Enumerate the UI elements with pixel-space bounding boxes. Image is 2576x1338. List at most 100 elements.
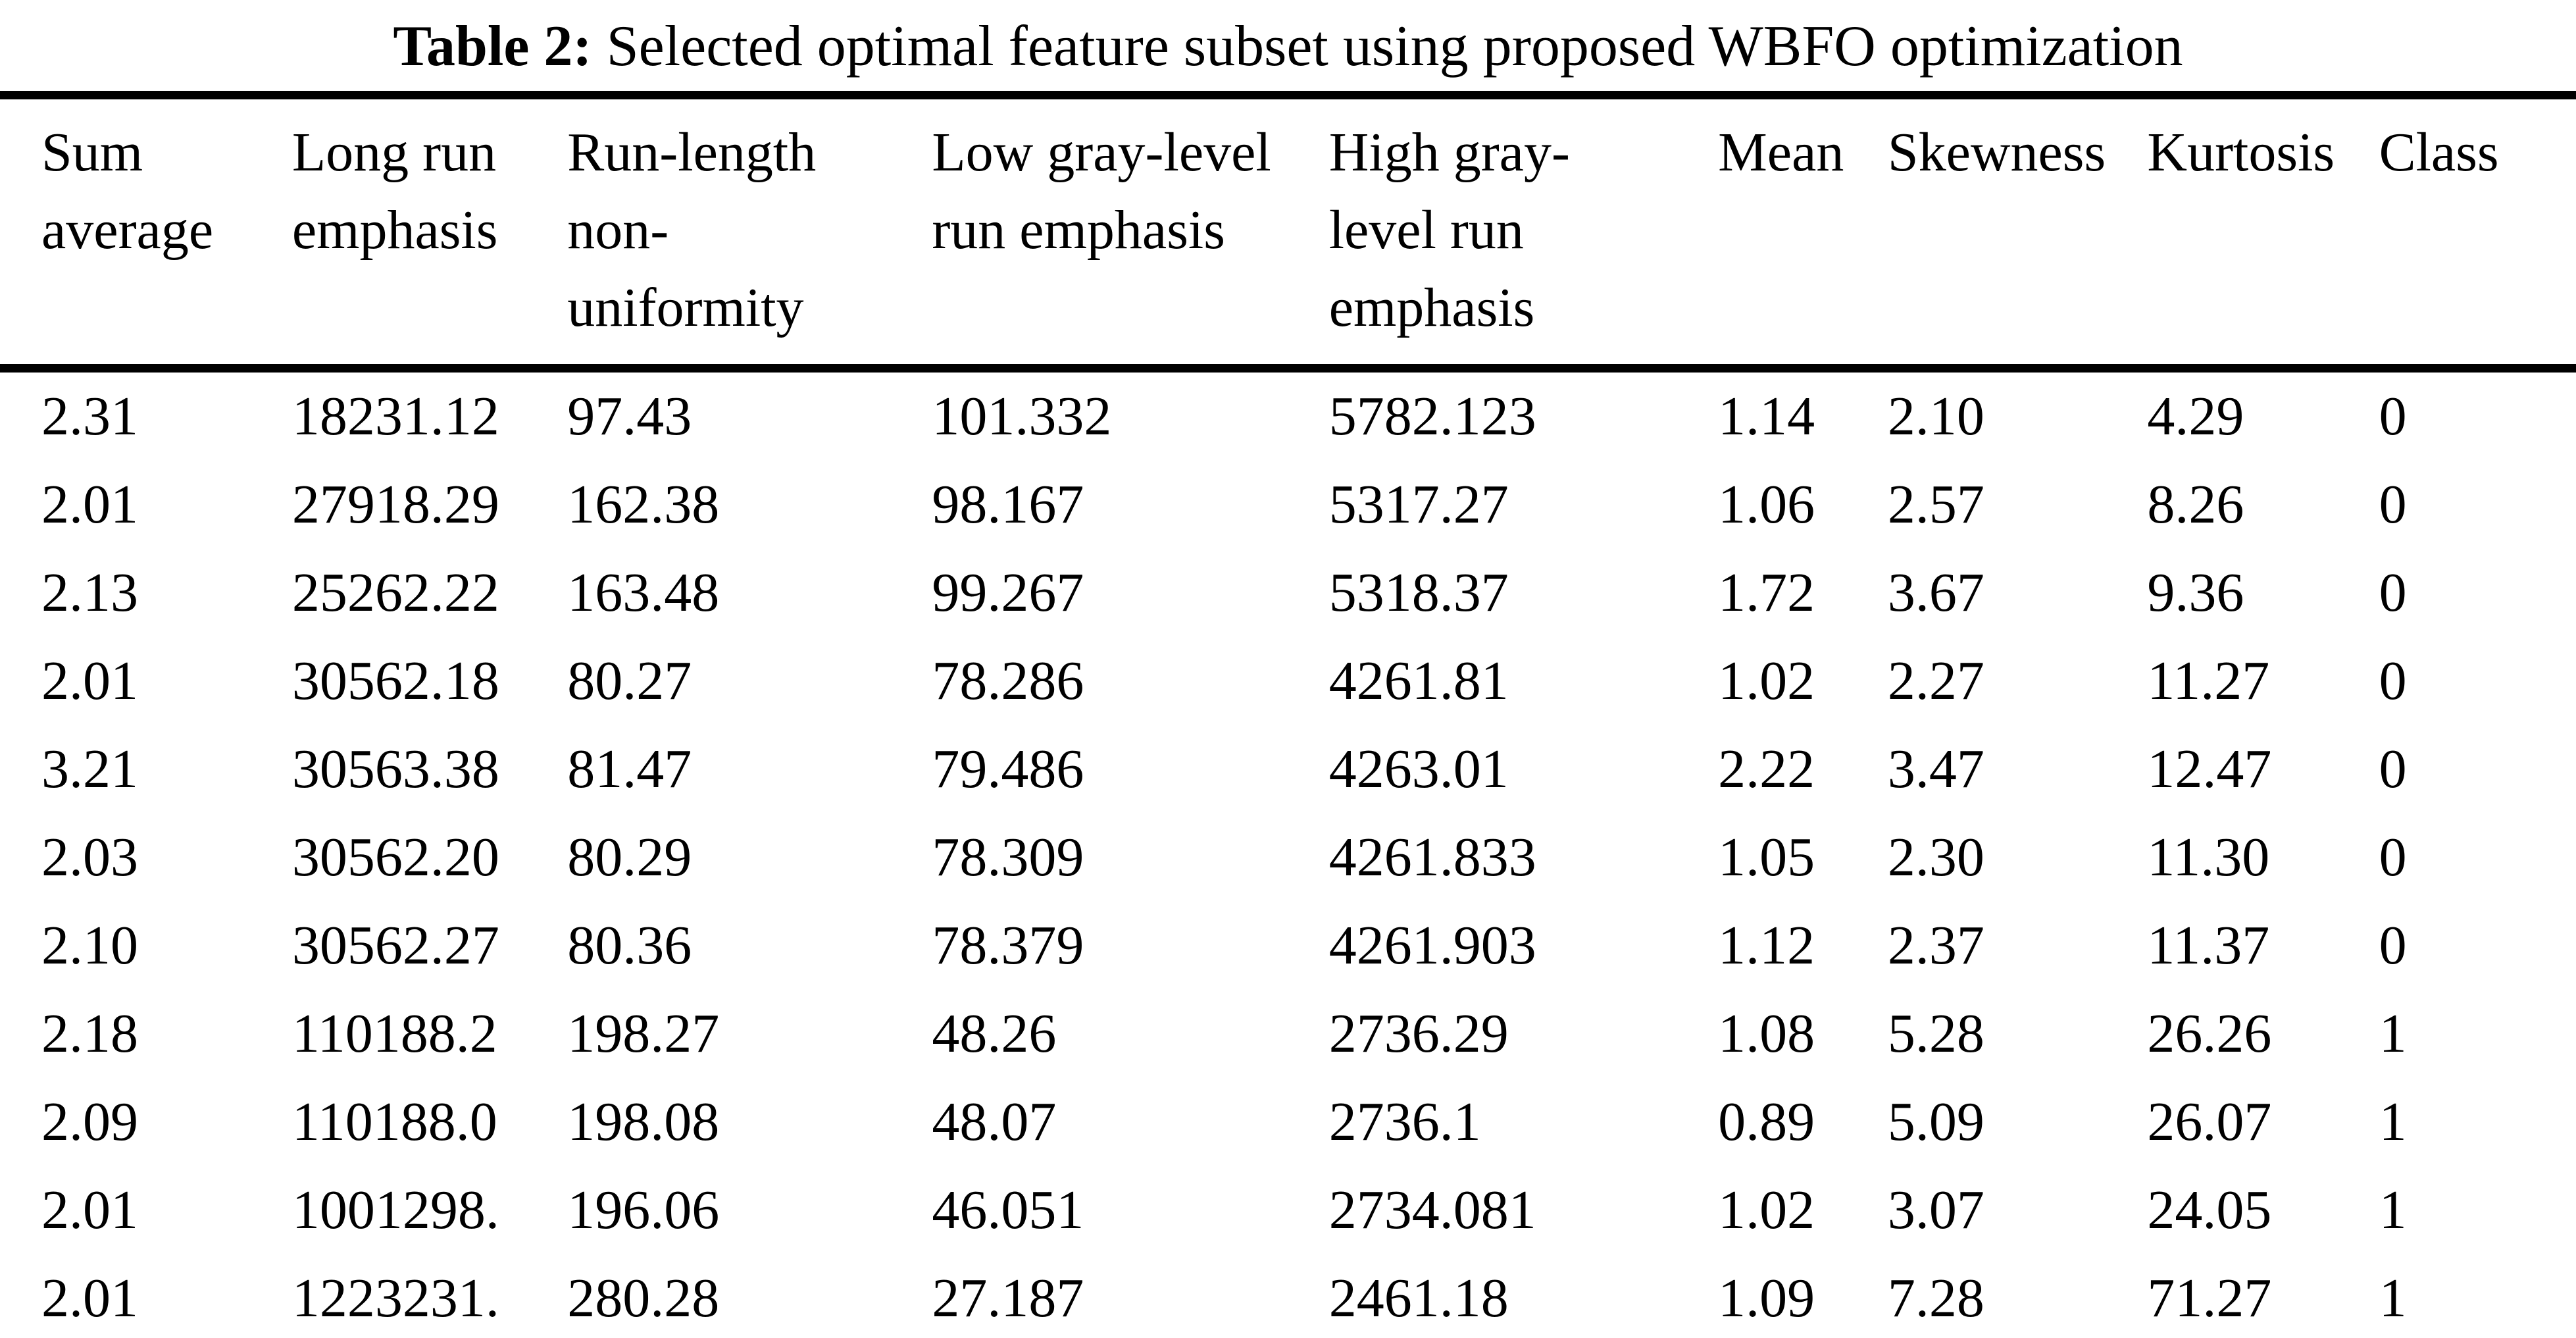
table-cell: 1.12 <box>1718 915 1815 976</box>
column-header: Long run emphasis <box>291 95 568 373</box>
table-cell: 78.379 <box>932 915 1084 976</box>
table-cell: 0 <box>2379 650 2407 711</box>
table-cell: 78.309 <box>932 827 1084 888</box>
table-row: 2.01 1223231. 280.28 27.187 2461.18 1.09 7.28 7… <box>0 1254 2576 1338</box>
table-cell: 1.06 <box>1718 474 1815 535</box>
table-cell: 79.486 <box>932 738 1084 800</box>
table-cell: 30562.27 <box>291 915 499 976</box>
table-cell: 27.187 <box>932 1268 1084 1329</box>
table-cell: 2.18 <box>41 1003 138 1064</box>
table-cell: 0 <box>2379 562 2407 623</box>
header-row: Sum average Long run emphasis Run-length n… <box>0 95 2576 373</box>
table-cell: 1.05 <box>1718 827 1815 888</box>
table-cell: 24.05 <box>2147 1179 2272 1241</box>
table-cell: 5782.123 <box>1328 386 1536 447</box>
table-row: 2.31 18231.12 97.43 101.332 5782.123 1.14 2.10… <box>0 369 2576 461</box>
table-cell: 3.47 <box>1887 738 1984 800</box>
table-cell: 0 <box>2379 474 2407 535</box>
table-caption-label: Table 2: <box>393 14 592 78</box>
table-cell: 1.14 <box>1718 386 1815 447</box>
table-cell: 196.06 <box>567 1179 720 1241</box>
table-cell: 162.38 <box>567 474 720 535</box>
table-cell: 18231.12 <box>291 386 499 447</box>
table-row: 2.18 110188.2 198.27 48.26 2736.29 1.08 5.28 26… <box>0 990 2576 1078</box>
table-cell: 80.36 <box>567 915 692 976</box>
table-cell: 12.47 <box>2147 738 2272 800</box>
table-cell: 163.48 <box>567 562 720 623</box>
table-cell: 280.28 <box>567 1268 720 1329</box>
table-cell: 1001298. <box>291 1179 499 1241</box>
table-cell: 48.26 <box>932 1003 1057 1064</box>
column-header: Sum average <box>0 95 292 373</box>
table-row: 2.13 25262.22 163.48 99.267 5318.37 1.72 3.67 9… <box>0 549 2576 637</box>
table-cell: 2.13 <box>41 562 138 623</box>
table-row: 2.03 30562.20 80.29 78.309 4261.833 1.05 2.30 1… <box>0 813 2576 902</box>
table-cell: 2.01 <box>41 1179 138 1241</box>
table-cell: 1.09 <box>1718 1268 1815 1329</box>
column-header: High gray- level run emphasis <box>1328 95 1719 373</box>
table-cell: 2.03 <box>41 827 138 888</box>
table-cell: 1.08 <box>1718 1003 1815 1064</box>
table-cell: 9.36 <box>2147 562 2244 623</box>
table-cell: 0.89 <box>1718 1091 1815 1152</box>
column-header: Kurtosis <box>2147 95 2379 373</box>
table-cell: 2736.1 <box>1328 1091 1481 1152</box>
table-cell: 2.31 <box>41 386 138 447</box>
table-cell: 0 <box>2379 915 2407 976</box>
table-cell: 2.37 <box>1887 915 1984 976</box>
table-cell: 2736.29 <box>1328 1003 1509 1064</box>
table-cell: 5.09 <box>1887 1091 1984 1152</box>
table-cell: 11.37 <box>2147 915 2270 976</box>
table-row: 2.01 1001298. 196.06 46.051 2734.081 1.02 3.07… <box>0 1166 2576 1254</box>
table-cell: 5.28 <box>1887 1003 1984 1064</box>
table-cell: 30563.38 <box>291 738 499 800</box>
table-cell: 2.27 <box>1887 650 1984 711</box>
table-cell: 4261.833 <box>1328 827 1536 888</box>
table-cell: 1 <box>2379 1091 2407 1152</box>
table-cell: 2.01 <box>41 1268 138 1329</box>
table-row: 3.21 30563.38 81.47 79.486 4263.01 2.22 3.47 12… <box>0 725 2576 813</box>
table-cell: 110188.0 <box>291 1091 497 1152</box>
table-cell: 30562.18 <box>291 650 499 711</box>
table-cell: 198.08 <box>567 1091 720 1152</box>
table-cell: 11.27 <box>2147 650 2270 711</box>
table-cell: 4.29 <box>2147 386 2244 447</box>
table-cell: 80.29 <box>567 827 692 888</box>
table-cell: 4261.81 <box>1328 650 1509 711</box>
column-header: Mean <box>1718 95 1888 373</box>
table-cell: 27918.29 <box>291 474 499 535</box>
table-cell: 11.30 <box>2147 827 2270 888</box>
table-cell: 1.02 <box>1718 650 1815 711</box>
table-cell: 99.267 <box>932 562 1084 623</box>
table-cell: 4263.01 <box>1328 738 1509 800</box>
table-cell: 2.10 <box>41 915 138 976</box>
table-cell: 1223231. <box>291 1268 499 1329</box>
table-cell: 80.27 <box>567 650 692 711</box>
column-header: Class <box>2379 95 2576 373</box>
table-cell: 1.02 <box>1718 1179 1815 1241</box>
table-cell: 30562.20 <box>291 827 499 888</box>
table-cell: 7.28 <box>1887 1268 1984 1329</box>
table-cell: 3.07 <box>1887 1179 1984 1241</box>
table-caption: Table 2: Selected optimal feature subset… <box>0 0 2576 91</box>
table-cell: 0 <box>2379 827 2407 888</box>
table-caption-text: Selected optimal feature subset using pr… <box>606 14 2183 78</box>
table-cell: 81.47 <box>567 738 692 800</box>
table-cell: 26.26 <box>2147 1003 2272 1064</box>
table-cell: 2.10 <box>1887 386 1984 447</box>
column-header: Low gray-level run emphasis <box>932 95 1329 373</box>
feature-table: Sum average Long run emphasis Run-length n… <box>0 91 2576 1338</box>
column-header: Run-length non- uniformity <box>567 95 932 373</box>
table-cell: 0 <box>2379 738 2407 800</box>
table-cell: 0 <box>2379 386 2407 447</box>
table-cell: 4261.903 <box>1328 915 1536 976</box>
table-cell: 71.27 <box>2147 1268 2272 1329</box>
table-cell: 2.22 <box>1718 738 1815 800</box>
table-cell: 3.21 <box>41 738 138 800</box>
column-header: Skewness <box>1887 95 2148 373</box>
table-cell: 1 <box>2379 1179 2407 1241</box>
table-cell: 98.167 <box>932 474 1084 535</box>
table-cell: 25262.22 <box>291 562 499 623</box>
table-cell: 46.051 <box>932 1179 1084 1241</box>
